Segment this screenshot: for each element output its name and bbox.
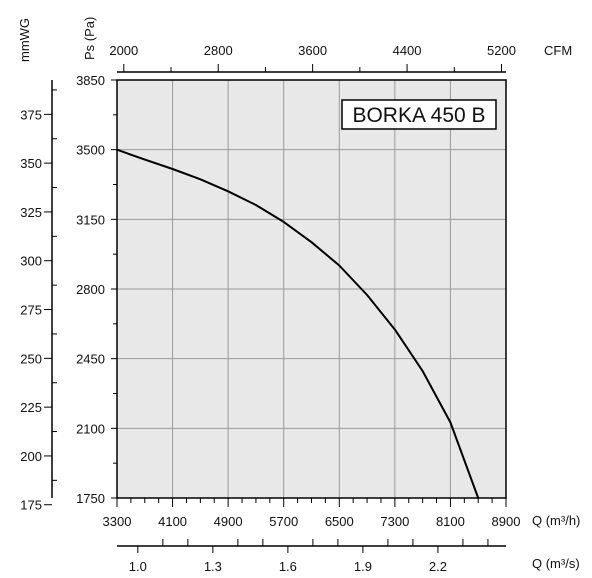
left-outer-tick-label: 175 [20,498,42,513]
left-outer-tick-label: 275 [20,303,42,318]
left-outer-tick-label: 325 [20,205,42,220]
bottom-axis-title: Q (m³/h) [532,513,580,528]
left-tick-label: 1750 [76,491,105,506]
model-label-box [341,99,497,130]
top-tick-label: 3600 [298,43,327,58]
left-inner-axis-title: Ps (Pa) [82,17,97,60]
bottom2-axis-title: Q (m³/s) [532,556,580,571]
left-outer-tick-label: 350 [20,156,42,171]
axes-group [44,64,507,553]
model-label: BORKA 450 B [352,104,485,127]
grid-lines [117,80,506,498]
bottom2-tick-label: 1.3 [204,559,222,574]
left-outer-tick-label: 375 [20,107,42,122]
left-outer-tick-label: 225 [20,400,42,415]
top-tick-label: 4400 [393,43,422,58]
left-tick-label: 2450 [76,352,105,367]
left-outer-tick-label: 300 [20,254,42,269]
top-axis-title: CFM [544,43,572,58]
left-outer-tick-label: 200 [20,449,42,464]
left-outer-tick-label: 250 [20,351,42,366]
left-tick-label: 3150 [76,212,105,227]
performance-curve [116,148,480,499]
bottom-tick-label: 8100 [436,514,465,529]
left-tick-label: 3850 [76,73,105,88]
top-tick-label: 2000 [109,43,138,58]
left-tick-label: 3500 [76,143,105,158]
bottom-tick-label: 4900 [214,514,243,529]
left-tick-label: 2100 [76,421,105,436]
bottom-tick-label: 5700 [269,514,298,529]
bottom-tick-label: 8900 [492,514,521,529]
bottom2-tick-label: 2.2 [429,559,447,574]
left-tick-label: 2800 [76,282,105,297]
bottom-tick-label: 6500 [325,514,354,529]
labels-group: 3300 4100 4900 5700 6500 7300 8100 8900 1.0 1.3 1.… [20,43,520,574]
bottom-tick-label: 7300 [380,514,409,529]
top-tick-label: 2800 [204,43,233,58]
bottom2-tick-label: 1.0 [129,559,147,574]
bottom2-tick-label: 1.6 [279,559,297,574]
bottom-tick-label: 3300 [103,514,132,529]
bottom2-tick-label: 1.9 [354,559,372,574]
bottom-tick-label: 4100 [158,514,187,529]
left-outer-axis-title: mmWG [17,18,32,62]
top-tick-label: 5200 [487,43,516,58]
